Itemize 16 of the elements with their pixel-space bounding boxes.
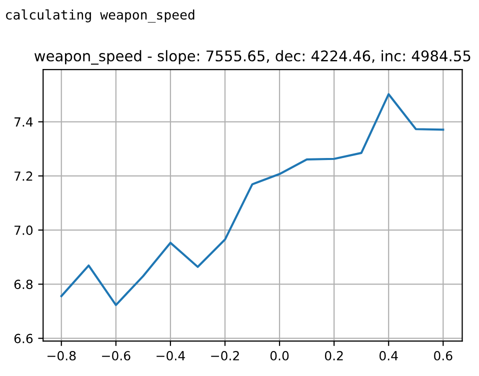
x-tick-label: 0.6 <box>434 350 452 360</box>
line-series <box>60 93 444 306</box>
y-tick-label: 7.0 <box>14 226 33 235</box>
x-tick-label: −0.4 <box>156 350 185 360</box>
x-tick-label: −0.8 <box>48 350 76 360</box>
chart-title: weapon_speed - slope: 7555.65, dec: 4224.46, inc: 4984.55 <box>34 50 470 65</box>
x-tick-label: 0.0 <box>270 350 289 360</box>
x-tick-label: −0.2 <box>211 350 239 360</box>
y-tick-label: 7.4 <box>14 117 33 127</box>
x-tick-label: 0.2 <box>324 350 343 360</box>
x-tick-label: −0.6 <box>102 350 130 360</box>
y-tick-label: 6.6 <box>14 334 33 344</box>
x-tick-label: 0.4 <box>379 350 398 360</box>
y-tick-label: 6.8 <box>14 280 33 290</box>
y-tick-label: 7.2 <box>14 171 32 181</box>
text: calculating weapon_speed <box>6 9 194 23</box>
